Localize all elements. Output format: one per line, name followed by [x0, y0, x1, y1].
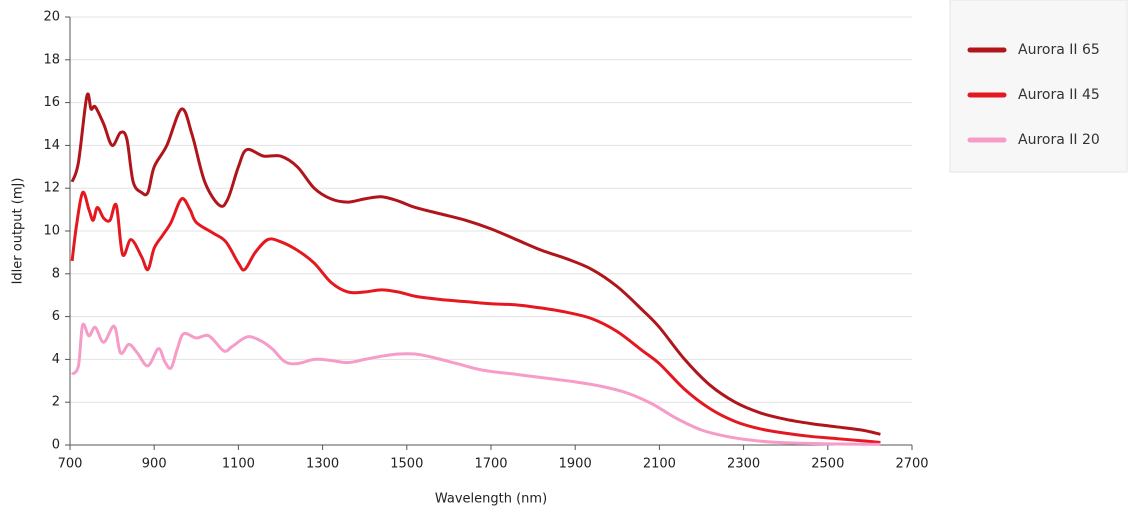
y-tick-label: 10: [43, 224, 60, 239]
x-tick-label: 2500: [811, 457, 844, 472]
x-tick-label: 2100: [643, 457, 676, 472]
legend-label: Aurora II 20: [1018, 132, 1100, 148]
line: [70, 322, 881, 446]
y-tick-label: 2: [52, 395, 60, 410]
x-tick-label: 2300: [727, 457, 760, 472]
x-tick-label: 1300: [306, 457, 339, 472]
x-tick-label: 1900: [559, 457, 592, 472]
y-tick-label: 20: [43, 10, 60, 25]
y-tick-label: 12: [43, 181, 60, 196]
y-tick-label: 6: [52, 309, 60, 324]
x-tick-label: 1500: [390, 457, 423, 472]
line: [70, 190, 881, 444]
legend-label: Aurora II 45: [1018, 87, 1100, 103]
y-tick-label: 8: [52, 266, 60, 281]
y-tick-label: 4: [52, 352, 60, 367]
legend-label: Aurora II 65: [1018, 42, 1100, 58]
legend-box: [949, 0, 1128, 173]
x-tick-label: 1700: [474, 457, 507, 472]
x-axis-label: Wavelength (nm): [435, 492, 547, 507]
x-tick-label: 1100: [222, 457, 255, 472]
y-tick-label: 16: [43, 95, 60, 110]
line: [70, 92, 881, 436]
y-tick-label: 18: [43, 52, 60, 67]
x-tick-label: 700: [58, 457, 83, 472]
y-tick-label: 0: [52, 438, 60, 453]
x-tick-label: 2700: [895, 457, 928, 472]
legend: Aurora II 65 Aurora II 45 Aurora II 20: [967, 42, 1100, 148]
y-axis-label: Idler output (mJ): [11, 178, 26, 285]
x-tick-label: 900: [142, 457, 167, 472]
y-tick-label: 14: [43, 138, 60, 153]
